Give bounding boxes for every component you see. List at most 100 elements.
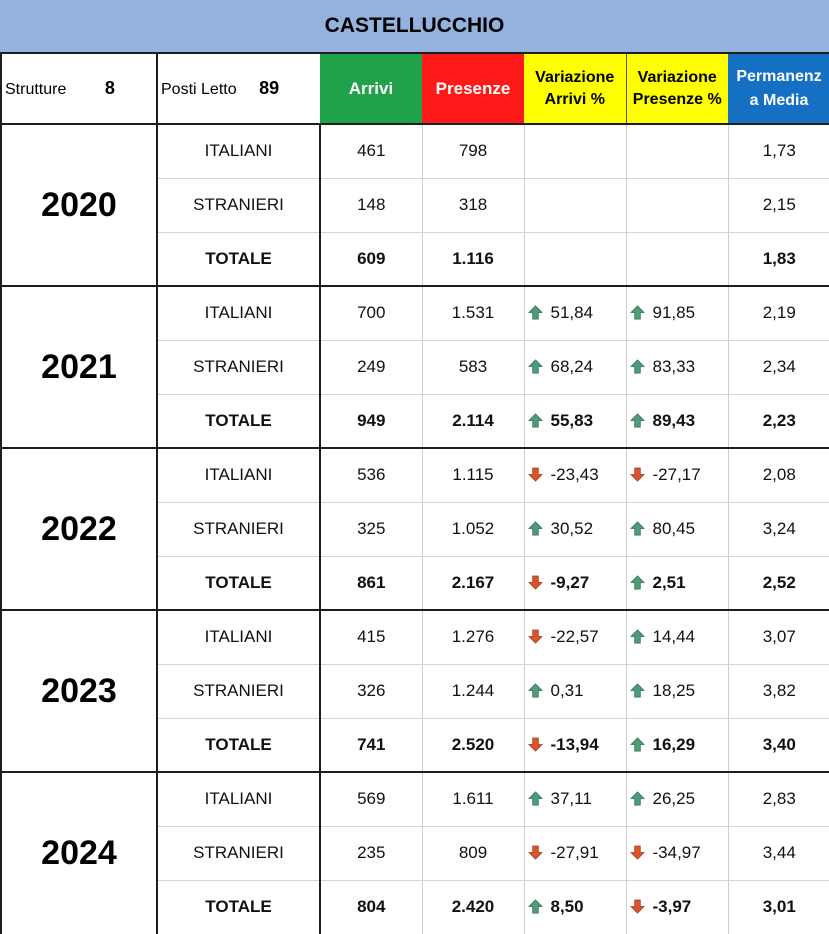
category-label: STRANIERI: [156, 825, 320, 880]
arrivi-value: 741: [319, 717, 422, 772]
permanenza-media-value: 1,83: [727, 231, 829, 286]
header-permanenza-line1: Permanenz: [736, 67, 822, 85]
variazione-presenze-text: 89,43: [652, 410, 696, 430]
variazione-presenze: 80,45: [625, 501, 728, 556]
arrow-up-icon: [527, 519, 543, 538]
header-row: Strutture 8 Posti Letto 89 Arrivi Presen…: [0, 54, 829, 125]
variazione-arrivi-text: 68,24: [550, 357, 594, 376]
year-label: 2022: [0, 447, 157, 610]
variazione-presenze: 18,25: [625, 663, 728, 718]
variazione-arrivi: 8,50: [523, 879, 626, 934]
permanenza-media-value: 2,23: [727, 393, 829, 448]
arrow-up-icon: [629, 681, 645, 700]
permanenza-media-value: 2,34: [727, 339, 829, 394]
header-variazione-arrivi-line1: Variazione: [535, 68, 615, 86]
variazione-presenze: [625, 177, 728, 232]
variazione-presenze: -34,97: [625, 825, 728, 880]
presenze-value: 809: [421, 825, 524, 880]
variazione-arrivi-text: -27,91: [550, 843, 599, 862]
variazione-presenze: [625, 124, 728, 178]
variazione-arrivi: [523, 177, 626, 232]
variazione-arrivi: -13,94: [523, 717, 626, 772]
table-row: STRANIERI 235 809 -27,91 -34,97 3,44: [1, 825, 829, 880]
category-label: STRANIERI: [156, 339, 320, 394]
permanenza-media-value: 3,24: [727, 501, 829, 556]
category-label: ITALIANI: [156, 285, 320, 340]
presenze-value: 2.114: [421, 393, 524, 448]
arrow-down-icon: [629, 843, 645, 862]
sheet-title: CASTELLUCCHIO: [0, 0, 829, 54]
presenze-value: 2.520: [421, 717, 524, 772]
variazione-arrivi: -9,27: [523, 555, 626, 610]
arrivi-value: 861: [319, 555, 422, 610]
permanenza-media-value: 1,73: [727, 124, 829, 178]
category-label: ITALIANI: [156, 609, 320, 664]
presenze-value: 1.244: [421, 663, 524, 718]
presenze-value: 2.167: [421, 555, 524, 610]
category-label: ITALIANI: [156, 124, 320, 178]
arrivi-value: 569: [319, 771, 422, 826]
arrivi-value: 148: [319, 177, 422, 232]
category-label: ITALIANI: [156, 447, 320, 502]
arrivi-value: 235: [319, 825, 422, 880]
category-label: STRANIERI: [156, 501, 320, 556]
permanenza-media-value: 2,08: [727, 447, 829, 502]
arrow-up-icon: [527, 681, 543, 700]
arrow-up-icon: [629, 357, 645, 376]
category-label: TOTALE: [156, 879, 320, 934]
variazione-arrivi-text: 8,50: [550, 897, 584, 917]
permanenza-media-value: 2,15: [727, 177, 829, 232]
variazione-presenze: 2,51: [625, 555, 728, 610]
permanenza-media-value: 3,44: [727, 825, 829, 880]
variazione-presenze-text: 14,44: [652, 627, 696, 647]
arrow-down-icon: [527, 843, 543, 862]
year-label: 2020: [0, 124, 157, 286]
variazione-arrivi-text: 37,11: [550, 789, 592, 809]
presenze-value: 798: [421, 124, 524, 178]
variazione-presenze-text: 16,29: [652, 734, 696, 754]
variazione-arrivi-text: -23,43: [550, 465, 599, 485]
posti-letto-cell: Posti Letto 89: [156, 54, 320, 125]
variazione-presenze: 14,44: [625, 609, 728, 664]
arrow-up-icon: [629, 411, 645, 430]
category-label: STRANIERI: [156, 177, 320, 232]
table-row: 2021 ITALIANI 700 1.531 51,84 91,85 2,19: [0, 285, 829, 448]
variazione-presenze: -27,17: [625, 447, 728, 502]
variazione-arrivi: -23,43: [523, 447, 626, 502]
variazione-arrivi: [523, 231, 626, 286]
variazione-arrivi-text: 30,52: [550, 519, 594, 538]
variazione-arrivi: 30,52: [523, 501, 626, 556]
variazione-presenze-text: 26,25: [652, 789, 696, 809]
header-variazione-presenze: Variazione Presenze %: [625, 54, 728, 125]
table-row: STRANIERI 325 1.052 30,52 80,45 3,24: [1, 501, 829, 556]
presenze-value: 1.531: [421, 285, 524, 340]
table-row: TOTALE 741 2.520 -13,94 16,29 3,40: [1, 717, 829, 772]
arrow-down-icon: [527, 735, 543, 754]
variazione-presenze: -3,97: [625, 879, 728, 934]
table-row: 2024 ITALIANI 569 1.611 37,11 26,25 2,83: [0, 771, 829, 934]
year-label: 2023: [0, 609, 157, 772]
variazione-arrivi-text: 51,84: [550, 303, 594, 323]
arrivi-value: 949: [319, 393, 422, 448]
table-row: TOTALE 609 1.116 1,83: [1, 231, 829, 286]
arrivi-value: 536: [319, 447, 422, 502]
variazione-arrivi: 68,24: [523, 339, 626, 394]
arrow-up-icon: [629, 303, 645, 322]
arrow-down-icon: [527, 627, 543, 646]
arrow-up-icon: [629, 735, 645, 754]
permanenza-media-value: 3,82: [727, 663, 829, 718]
arrow-up-icon: [527, 897, 543, 916]
table-row: 2022 ITALIANI 536 1.115 -23,43 -27,17 2,08: [0, 447, 829, 610]
header-variazione-presenze-line2: Presenze %: [632, 90, 722, 108]
presenze-value: 1.611: [421, 771, 524, 826]
arrow-down-icon: [527, 465, 543, 484]
category-label: ITALIANI: [156, 771, 320, 826]
header-arrivi: Arrivi: [320, 54, 422, 125]
strutture-value: 8: [104, 78, 115, 98]
presenze-value: 1.116: [421, 231, 524, 286]
category-label: TOTALE: [156, 717, 320, 772]
year-label: 2024: [0, 771, 157, 934]
arrivi-value: 609: [319, 231, 422, 286]
variazione-presenze: [625, 231, 728, 286]
